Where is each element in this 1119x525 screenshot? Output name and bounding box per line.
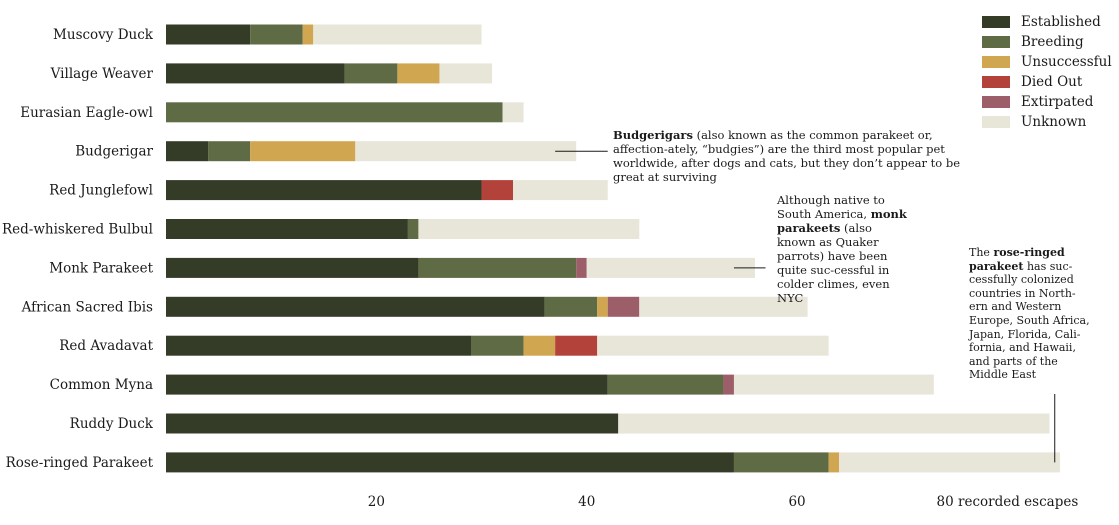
annotation-monk-post: (also known as Quaker parrots) have been… [777, 221, 890, 305]
bar-african-sacred-ibis-unknown [639, 296, 808, 317]
bar-village-weaver-established [166, 63, 345, 84]
annotation-rose-bold: rose-ringed parakeet [969, 246, 1065, 273]
bar-budgerigar-breeding [208, 141, 251, 162]
annotation-budgerigar-text: (also known as the common parakeet or, a… [613, 128, 961, 184]
category-label-eurasian-eagle-owl: Eurasian Eagle-owl [20, 105, 153, 121]
bar-budgerigar-unsuccessful [250, 141, 356, 162]
bars [166, 24, 1060, 473]
category-label-red-whiskered-bulbul: Red-whiskered Bulbul [2, 222, 153, 238]
category-label-village-weaver: Village Weaver [50, 66, 154, 82]
legend-swatch-died-out [982, 76, 1010, 88]
legend-item-unsuccessful: Unsuccessful [982, 52, 1112, 72]
bar-village-weaver-unsuccessful [397, 63, 440, 84]
bar-african-sacred-ibis-extirpated [607, 296, 640, 317]
category-label-rose-ringed-parakeet: Rose-ringed Parakeet [6, 455, 154, 471]
bar-red-avadavat-unsuccessful [523, 335, 556, 356]
legend-label-extirpated: Extirpated [1021, 94, 1094, 110]
bar-monk-parakeet-extirpated [576, 257, 587, 278]
category-label-african-sacred-ibis: African Sacred Ibis [21, 299, 153, 315]
category-label-ruddy-duck: Ruddy Duck [70, 416, 154, 432]
category-labels: Muscovy Duck Village Weaver Eurasian Eagle… [2, 27, 154, 471]
bar-red-whiskered-bulbul-breeding [407, 219, 419, 239]
legend-label-breeding: Breeding [1021, 34, 1084, 50]
bar-village-weaver-unknown [439, 63, 493, 84]
category-label-red-avadavat: Red Avadavat [59, 338, 153, 354]
bar-rose-ringed-parakeet-unsuccessful [828, 452, 840, 473]
bar-eurasian-eagle-owl-unknown [502, 102, 524, 123]
legend-swatch-established [982, 16, 1010, 28]
annotation-rose-ringed-parakeet: The rose-ringed parakeet has suc-cessful… [969, 246, 1094, 382]
legend-item-unknown: Unknown [982, 112, 1112, 132]
bar-budgerigar-unknown [355, 141, 577, 162]
bar-african-sacred-ibis-breeding [544, 296, 598, 317]
legend-item-died-out: Died Out [982, 72, 1112, 92]
bar-red-junglefowl-established [166, 180, 482, 201]
category-label-budgerigar: Budgerigar [75, 144, 153, 160]
bar-monk-parakeet-breeding [418, 257, 577, 278]
legend-item-breeding: Breeding [982, 32, 1112, 52]
bar-budgerigar-established [166, 141, 209, 162]
legend-swatch-unknown [982, 116, 1010, 128]
bar-rose-ringed-parakeet-established [166, 452, 734, 473]
annotation-rose-pre: The [969, 246, 994, 259]
legend-item-extirpated: Extirpated [982, 92, 1112, 112]
bar-eurasian-eagle-owl-breeding [166, 102, 503, 123]
legend-swatch-unsuccessful [982, 56, 1010, 68]
bar-muscovy-duck-unsuccessful [302, 24, 314, 45]
legend-label-unknown: Unknown [1021, 114, 1087, 130]
annotation-monk-bold: monk parakeets [777, 207, 907, 235]
bar-ruddy-duck-established [166, 413, 619, 434]
bar-red-junglefowl-unknown [513, 180, 608, 201]
x-axis: 20 40 60 80 recorded escapes [368, 494, 1079, 510]
legend-label-died-out: Died Out [1021, 74, 1083, 90]
bar-red-avadavat-established [166, 335, 472, 356]
bar-muscovy-duck-unknown [313, 24, 482, 45]
annotation-leader-lines [555, 150, 1056, 463]
bar-village-weaver-breeding [344, 63, 398, 84]
bar-red-whiskered-bulbul-unknown [418, 219, 640, 239]
bar-rose-ringed-parakeet-unknown [839, 452, 1060, 473]
bar-monk-parakeet-established [166, 257, 419, 278]
bar-african-sacred-ibis-established [166, 296, 545, 317]
bar-ruddy-duck-unknown [618, 413, 1050, 434]
legend-swatch-breeding [982, 36, 1010, 48]
x-tick-label-80: 80 recorded escapes [937, 494, 1079, 510]
annotation-rose-post: has suc-cessfully colonized countries in… [969, 259, 1090, 382]
legend: Established Breeding Unsuccessful Died Out E… [982, 12, 1112, 132]
bar-common-myna-established [166, 374, 608, 395]
bar-red-whiskered-bulbul-established [166, 219, 408, 239]
annotation-budgerigar: Budgerigars (also known as the common pa… [613, 128, 978, 184]
bar-rose-ringed-parakeet-breeding [733, 452, 829, 473]
bar-common-myna-extirpated [723, 374, 734, 395]
category-label-common-myna: Common Myna [50, 377, 153, 393]
category-label-red-junglefowl: Red Junglefowl [49, 183, 153, 199]
category-label-monk-parakeet: Monk Parakeet [49, 260, 153, 276]
x-tick-label-40: 40 [578, 494, 595, 510]
bar-monk-parakeet-unknown [586, 257, 755, 278]
x-tick-label-60: 60 [788, 494, 805, 510]
bar-red-junglefowl-died-out [481, 180, 514, 201]
annotation-budgerigar-bold: Budgerigars [613, 128, 693, 142]
x-tick-label-20: 20 [368, 494, 385, 510]
category-label-muscovy-duck: Muscovy Duck [53, 27, 154, 43]
bar-red-avadavat-unknown [597, 335, 829, 356]
legend-item-established: Established [982, 12, 1112, 32]
bar-red-avadavat-died-out [555, 335, 598, 356]
bar-african-sacred-ibis-unsuccessful [597, 296, 608, 317]
legend-label-established: Established [1021, 14, 1101, 30]
legend-swatch-extirpated [982, 96, 1010, 108]
bar-common-myna-breeding [607, 374, 724, 395]
annotation-monk-parakeet: Although native to South America, monk p… [777, 193, 912, 305]
bar-muscovy-duck-breeding [250, 24, 303, 45]
bar-common-myna-unknown [733, 374, 934, 395]
annotation-monk-pre: Although native to South America, [777, 193, 885, 221]
bar-red-avadavat-breeding [471, 335, 524, 356]
legend-label-unsuccessful: Unsuccessful [1021, 54, 1112, 70]
bar-muscovy-duck-established [166, 24, 251, 45]
